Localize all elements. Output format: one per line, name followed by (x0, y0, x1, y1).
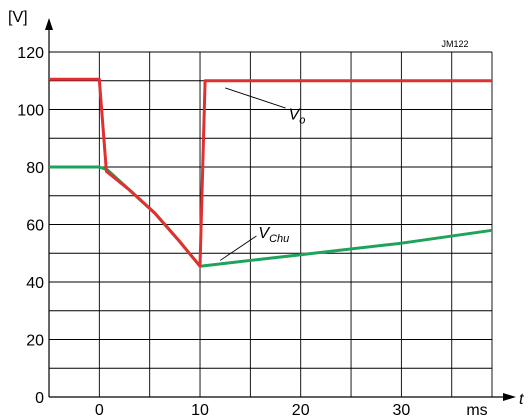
chart-grid (49, 51, 493, 397)
v-o-leader-line (225, 87, 286, 109)
series-label-v-chu: VChu (258, 225, 289, 245)
y-tick-label: 80 (26, 160, 44, 177)
figure-reference-label: JM122 (441, 39, 468, 49)
y-tick-label: 40 (26, 275, 44, 292)
chart-axes: 0 20 40 60 80 100 120 0 10 20 30 (17, 18, 516, 418)
y-tick-label: 20 (26, 333, 44, 350)
series-label-v-chu-subscript: Chu (269, 233, 289, 245)
x-tick-label: 30 (392, 402, 410, 418)
series-label-v-o-subscript: o (299, 115, 305, 127)
x-axis-unit-label: ms (466, 402, 487, 418)
y-tick-label: 0 (35, 390, 44, 407)
x-tick-label: 20 (292, 402, 310, 418)
y-tick-label: 100 (17, 103, 44, 120)
series-line-v-chu (49, 165, 493, 268)
x-tick-label: 0 (95, 402, 104, 418)
series-line-v-o (49, 77, 492, 268)
y-axis-unit-label: [V] (8, 9, 28, 26)
y-tick-label: 120 (17, 45, 44, 62)
x-axis-variable-label: t (519, 391, 524, 408)
y-tick-label: 60 (26, 218, 44, 235)
chart-series (49, 77, 493, 268)
x-tick-label: 10 (191, 402, 209, 418)
v-chu-leader-line (219, 235, 257, 261)
x-axis-arrow-icon (503, 393, 516, 401)
y-axis-arrow-icon (45, 18, 53, 30)
